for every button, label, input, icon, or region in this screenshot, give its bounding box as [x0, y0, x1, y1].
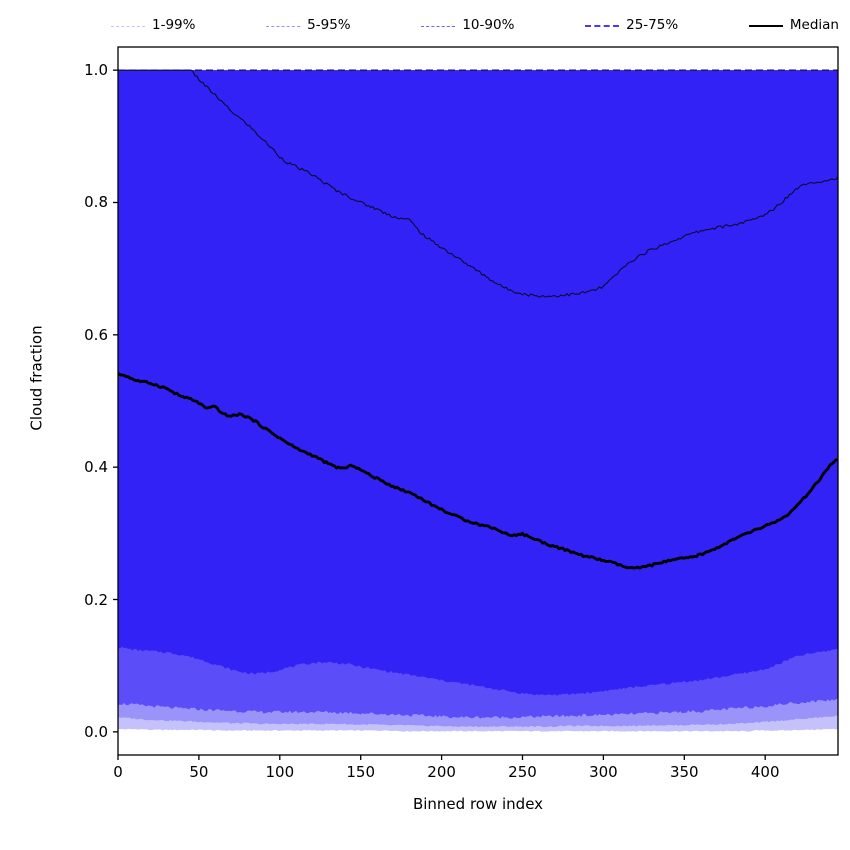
y-axis-label-text: Cloud fraction — [28, 324, 47, 431]
legend-label-4: Median — [789, 17, 839, 34]
bands-group — [118, 69, 838, 732]
legend-label-2: 10-90% — [462, 17, 515, 34]
x-tick-label-0: 0 — [113, 763, 123, 781]
y-tick-labels: 0.0 0.2 0.4 0.6 0.8 1.0 — [50, 0, 108, 850]
x-tick-label-5: 250 — [508, 763, 537, 781]
legend-swatch-4 — [748, 25, 783, 27]
x-tick-label-2: 100 — [265, 763, 295, 781]
legend-entry-1: 5-95% — [266, 17, 351, 34]
chart-legend: 1-99% 5-95% 10-90% 25-75% Median — [105, 12, 845, 40]
legend-entry-3: 25-75% — [585, 19, 678, 33]
x-tick-label-1: 50 — [189, 763, 209, 781]
legend-label-0: 1-99% — [152, 17, 196, 34]
x-tick-label-6: 300 — [589, 763, 618, 781]
y-tick-label-3: 0.6 — [84, 325, 108, 344]
legend-swatch-2 — [421, 25, 456, 27]
band-25-75 — [118, 70, 838, 696]
y-tick-label-1: 0.2 — [84, 590, 108, 609]
legend-swatch-0 — [111, 25, 145, 27]
legend-entry-4: Median — [748, 17, 839, 34]
legend-entry-2: 10-90% — [421, 19, 514, 33]
x-tick-labels: 0 50 100 150 200 250 300 350 400 — [0, 763, 850, 789]
y-axis-label: Cloud fraction — [26, 0, 48, 755]
x-tick-label-7: 350 — [669, 763, 699, 781]
x-tick-label-4: 200 — [427, 763, 456, 781]
y-tick-label-5: 1.0 — [84, 61, 108, 80]
legend-label-1: 5-95% — [307, 17, 351, 34]
y-tick-label-0: 0.0 — [84, 722, 108, 741]
p90-edge-line — [118, 69, 838, 298]
legend-entry-0: 1-99% — [111, 19, 195, 33]
legend-label-3: 25-75% — [626, 17, 679, 34]
y-tick-label-4: 0.8 — [84, 193, 108, 212]
x-tick-label-3: 150 — [346, 763, 376, 781]
x-tick-label-8: 400 — [750, 763, 780, 781]
median-line — [118, 371, 838, 570]
legend-swatch-1 — [266, 25, 301, 27]
legend-swatch-3 — [585, 25, 620, 27]
axes-spines — [117, 46, 839, 756]
x-axis-label: Binned row index — [412, 795, 544, 813]
y-tick-label-2: 0.4 — [84, 458, 108, 477]
